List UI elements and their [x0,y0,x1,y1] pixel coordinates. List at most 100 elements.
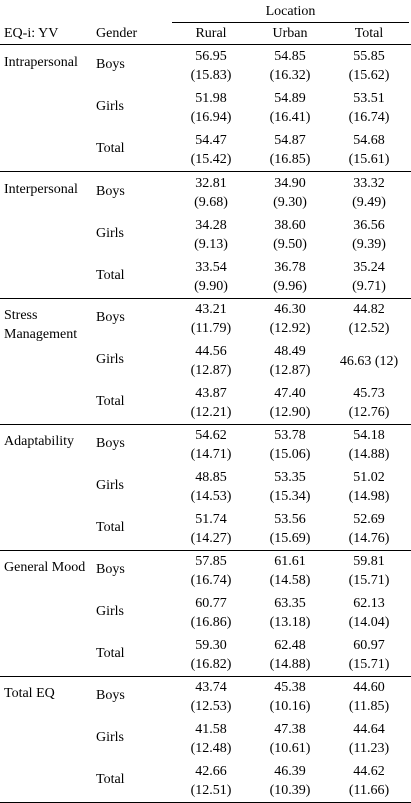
cell-mean: 36.56 [353,218,385,233]
cell-mean: 53.35 [274,470,306,485]
table-row: Total 33.54 (9.90) 36.78 (9.96) 35.24 (9.71) [0,256,411,298]
cell-sd: (12.21) [190,405,232,420]
cell-sd: (16.32) [269,68,311,83]
cell-mean: 54.68 [353,133,385,148]
cell-sd: (12.87) [269,363,311,378]
data-cell: 43.21 (11.79) [172,300,250,338]
section-3: Adaptability Boys 54.62 (14.71) 53.78 (15.06)… [0,424,411,550]
cell-sd: (12.51) [190,783,232,798]
cell-mean: 34.90 [274,176,306,191]
cell-mean: 34.28 [195,218,227,233]
data-cell: 60.97 (15.71) [330,636,408,674]
cell-mean: 47.40 [274,386,306,401]
cell-sd: (15.71) [348,573,390,588]
data-cell: 53.78 (15.06) [251,426,329,464]
cell-mean: 35.24 [353,260,385,275]
cell-sd: (15.42) [190,152,232,167]
data-cell: 46.63 (12) [330,352,408,371]
data-cell: 43.74 (12.53) [172,678,250,716]
cell-mean: 43.74 [195,680,227,695]
section-rule [0,298,411,299]
cell-mean: 53.56 [274,512,306,527]
table-row: Boys 43.74 (12.53) 45.38 (10.16) 44.60 (11.85) [0,676,411,718]
cell-sd: (10.39) [269,783,311,798]
cell-mean: 33.32 [353,176,385,191]
cell-mean: 43.87 [195,386,227,401]
cell-mean: 44.60 [353,680,385,695]
cell-mean: 47.38 [274,722,306,737]
location-underline [172,22,409,23]
data-cell: 33.54 (9.90) [172,258,250,296]
data-cell: 56.95 (15.83) [172,47,250,85]
cell-mean: 57.85 [195,554,227,569]
table-row: Total 43.87 (12.21) 47.40 (12.90) 45.73 (12.76… [0,382,411,424]
section-2: Stress Management Boys 43.21 (11.79) 46.30 (1… [0,298,411,424]
cell-sd: (10.61) [269,741,311,756]
cell-sd: (14.27) [190,531,232,546]
data-cell: 54.68 (15.61) [330,131,408,169]
location-group-header: Location [265,4,316,19]
cell-mean: 62.48 [274,638,306,653]
table-row: Total 59.30 (16.82) 62.48 (14.88) 60.97 (15.71… [0,634,411,676]
gender-label: Boys [96,688,125,703]
cell-mean: 53.78 [274,428,306,443]
cell-sd: (9.71) [352,279,386,294]
table-row: Girls 48.85 (14.53) 53.35 (15.34) 51.02 (14.98… [0,466,411,508]
cell-mean: 54.85 [274,49,306,64]
data-cell: 61.61 (14.58) [251,552,329,590]
data-cell: 59.81 (15.71) [330,552,408,590]
gender-label: Total [96,394,125,409]
cell-mean: 54.89 [274,91,306,106]
data-cell: 48.49 (12.87) [251,342,329,380]
cell-mean: 51.74 [195,512,227,527]
cell-sd: (16.74) [348,110,390,125]
urban-column-header: Urban [272,26,308,41]
table-row: Total 51.74 (14.27) 53.56 (15.69) 52.69 (14.76… [0,508,411,550]
data-cell: 54.62 (14.71) [172,426,250,464]
cell-sd: (12.53) [190,699,232,714]
data-cell: 46.39 (10.39) [251,762,329,800]
data-cell: 53.56 (15.69) [251,510,329,548]
cell-mean: 56.95 [195,49,227,64]
cell-sd: (15.71) [348,657,390,672]
cell-mean: 61.61 [274,554,306,569]
gender-label: Boys [96,562,125,577]
cell-sd: (15.61) [348,152,390,167]
data-cell: 54.47 (15.42) [172,131,250,169]
cell-sd: (9.50) [273,237,307,252]
cell-mean: 46.39 [274,764,306,779]
cell-mean: 54.18 [353,428,385,443]
cell-sd: (15.34) [269,489,311,504]
cell-sd: (9.68) [194,195,228,210]
domain-label: Intrapersonal [4,55,78,70]
cell-mean: 41.58 [195,722,227,737]
domain-label: Total EQ [4,686,55,701]
cell-mean: 59.30 [195,638,227,653]
data-cell: 53.51 (16.74) [330,89,408,127]
table-row: Boys 57.85 (16.74) 61.61 (14.58) 59.81 (15.71) [0,550,411,592]
section-rule [0,676,411,677]
cell-mean: 60.97 [353,638,385,653]
domain-label: Interpersonal [4,182,78,197]
cell-mean: 55.85 [353,49,385,64]
cell-sd: (15.83) [190,68,232,83]
data-cell: 36.78 (9.96) [251,258,329,296]
cell-sd: (15.69) [269,531,311,546]
section-4: General Mood Boys 57.85 (16.74) 61.61 (14.58)… [0,550,411,676]
cell-sd: (13.18) [269,615,311,630]
data-cell: 47.40 (12.90) [251,384,329,422]
gender-label: Boys [96,184,125,199]
cell-mean: 45.38 [274,680,306,695]
cell-mean: 52.69 [353,512,385,527]
data-cell: 60.77 (16.86) [172,594,250,632]
domain-label: General Mood [4,560,86,575]
data-cell: 47.38 (10.61) [251,720,329,758]
gender-label: Girls [96,730,124,745]
gender-label: Girls [96,478,124,493]
data-cell: 41.58 (12.48) [172,720,250,758]
cell-mean: 43.21 [195,302,227,317]
data-cell: 51.98 (16.94) [172,89,250,127]
data-cell: 54.89 (16.41) [251,89,329,127]
table-row: Boys 32.81 (9.68) 34.90 (9.30) 33.32 (9.49) [0,172,411,214]
domain-label: Adaptability [4,434,74,449]
